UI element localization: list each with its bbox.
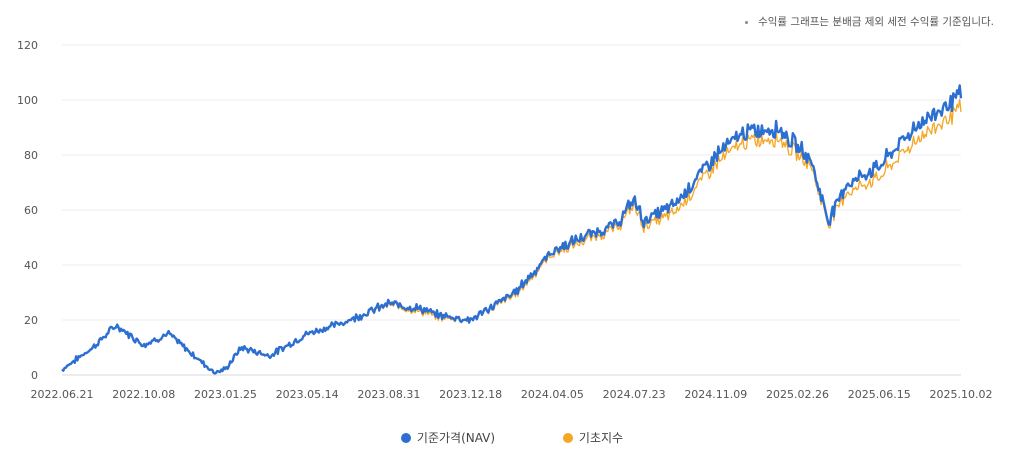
x-tick-label: 2025.06.15: [848, 388, 911, 401]
x-tick-label: 2024.11.09: [684, 388, 747, 401]
chart-note-text: 수익률 그래프는 분배금 제외 세전 수익률 기준입니다.: [758, 16, 994, 28]
legend: 기준가격(NAV) 기초지수: [0, 429, 1024, 446]
y-tick-label: 20: [24, 314, 38, 327]
y-tick-label: 60: [24, 204, 38, 217]
line-chart: 0 20 40 60 80 100 120 2022.06.21 2022.10.08 2023…: [17, 39, 993, 401]
bullet-icon: [745, 20, 749, 24]
series-line-index: [61, 98, 962, 375]
series-line-nav: [61, 84, 963, 375]
x-tick-label: 2025.02.26: [766, 388, 829, 401]
x-tick-label: 2024.07.23: [603, 388, 666, 401]
x-tick-label: 2022.10.08: [112, 388, 175, 401]
series-lines: [61, 84, 963, 375]
legend-label-index: 기초지수: [578, 431, 624, 445]
y-axis: 0 20 40 60 80 100 120: [17, 39, 38, 382]
y-tick-label: 120: [17, 39, 38, 52]
legend-label-nav: 기준가격(NAV): [416, 431, 496, 445]
y-tick-label: 0: [31, 369, 38, 382]
y-tick-label: 40: [24, 259, 38, 272]
x-tick-label: 2025.10.02: [930, 388, 993, 401]
x-axis: 2022.06.21 2022.10.08 2023.01.25 2023.05.14…: [31, 388, 993, 401]
x-tick-label: 2023.12.18: [439, 388, 502, 401]
x-tick-label: 2023.01.25: [194, 388, 257, 401]
y-tick-label: 100: [17, 94, 38, 107]
x-tick-label: 2022.06.21: [31, 388, 94, 401]
y-tick-label: 80: [24, 149, 38, 162]
legend-swatch-nav: [400, 433, 411, 443]
x-tick-label: 2023.05.14: [276, 388, 339, 401]
legend-item-index[interactable]: 기초지수: [562, 429, 624, 446]
legend-swatch-index: [562, 433, 573, 443]
gridlines: [62, 44, 961, 376]
chart-note: 수익률 그래프는 분배금 제외 세전 수익률 기준입니다.: [745, 14, 994, 29]
legend-item-nav[interactable]: 기준가격(NAV): [400, 429, 496, 446]
x-tick-label: 2023.08.31: [357, 388, 420, 401]
x-tick-label: 2024.04.05: [521, 388, 584, 401]
